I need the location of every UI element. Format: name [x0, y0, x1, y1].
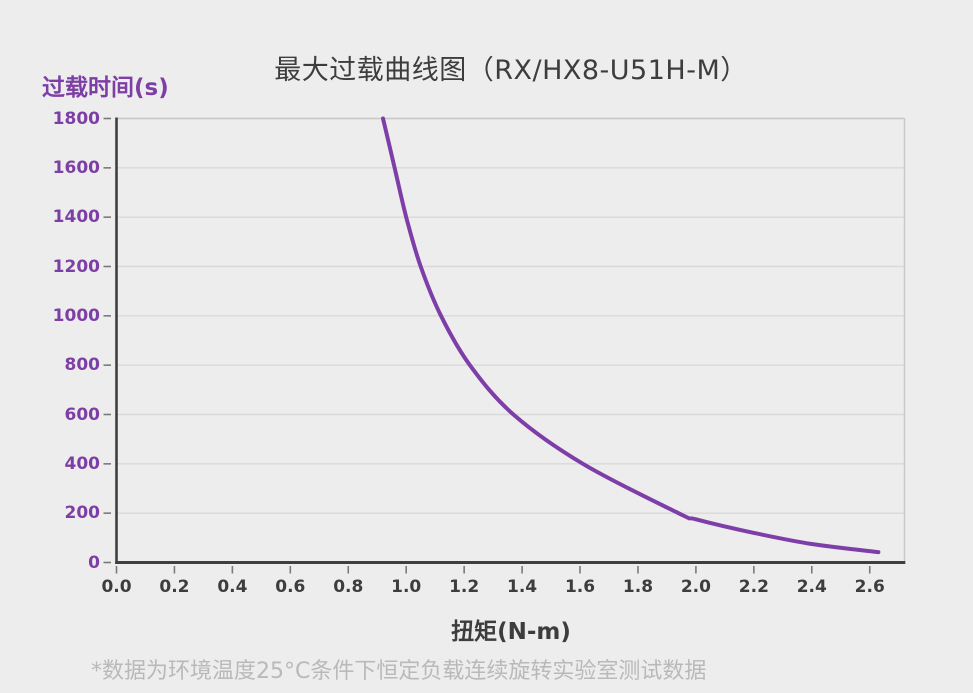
y-tick-label: 1800 — [52, 108, 100, 129]
max-overload-curve — [381, 116, 881, 555]
y-tick-label: 1000 — [52, 305, 100, 326]
y-axis-title: 过载时间(s) — [42, 75, 169, 101]
y-tick-label: 1600 — [52, 157, 100, 178]
x-tick-label: 1.8 — [622, 577, 654, 597]
x-tick-label: 1.0 — [391, 577, 422, 597]
y-tick-label: 600 — [64, 404, 101, 425]
x-tick-label: 2.0 — [680, 577, 711, 597]
x-axis-title: 扭矩(N-m) — [451, 619, 571, 645]
y-tick-label: 1400 — [52, 207, 100, 228]
x-tick-label: 2.2 — [738, 577, 769, 597]
x-tick-label: 2.6 — [854, 577, 885, 597]
footnote: *数据为环境温度25°C条件下恒定负载连续旋转实验室测试数据 — [91, 659, 707, 684]
y-tick-label: 1200 — [52, 256, 100, 277]
x-tick-label: 1.4 — [507, 577, 538, 597]
chart-title: 最大过载曲线图（RX/HX8-U51H-M） — [274, 55, 748, 86]
x-tick-label: 0.2 — [159, 577, 190, 597]
y-tick-label: 200 — [64, 503, 101, 524]
x-tick-label: 0.4 — [217, 577, 248, 597]
x-tick-label: 0.6 — [275, 577, 306, 597]
x-tick-label: 0.8 — [333, 577, 364, 597]
y-tick-label: 400 — [64, 453, 101, 474]
x-tick-label: 1.2 — [449, 577, 480, 597]
y-tick-label: 800 — [64, 355, 101, 376]
y-tick-label: 0 — [88, 552, 100, 573]
x-tick-label: 0.0 — [101, 577, 132, 597]
x-tick-label: 1.6 — [564, 577, 596, 597]
x-tick-label: 2.4 — [796, 577, 827, 597]
